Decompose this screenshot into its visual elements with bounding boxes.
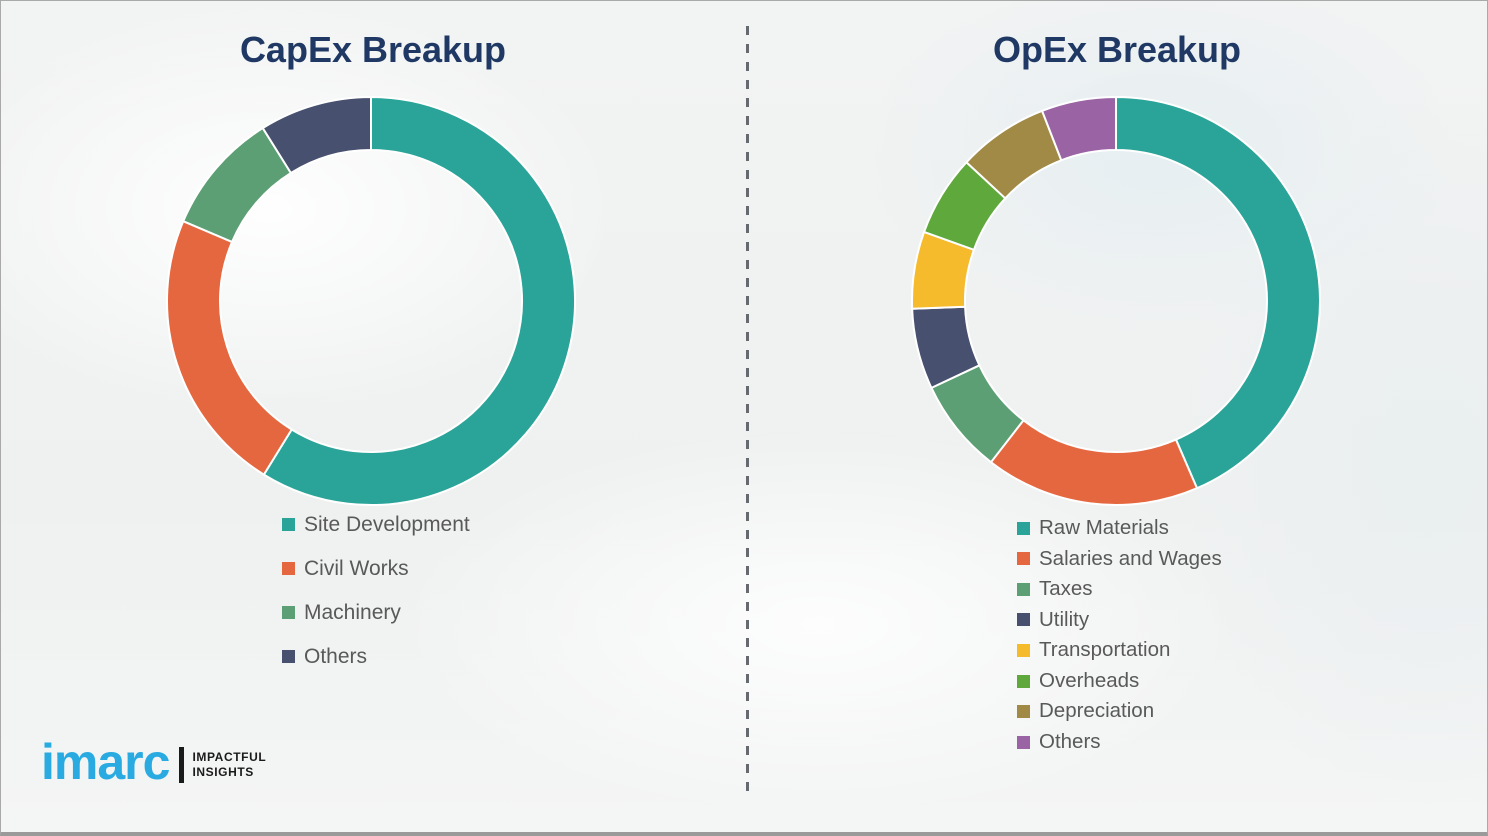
donut-segment-site-development bbox=[262, 96, 576, 506]
legend-swatch-raw-materials bbox=[1017, 521, 1030, 535]
capex-legend: Site Development Civil Works Machinery Othe… bbox=[282, 513, 470, 668]
legend-swatch-overheads bbox=[1017, 674, 1030, 688]
legend-label: Site Development bbox=[304, 513, 470, 536]
dashed-divider bbox=[746, 26, 749, 792]
capex-donut-svg bbox=[166, 96, 576, 506]
legend-swatch-others bbox=[1017, 735, 1030, 749]
legend-label: Transportation bbox=[1039, 638, 1171, 662]
legend-item-machinery: Machinery bbox=[282, 601, 470, 624]
legend-label: Others bbox=[1039, 729, 1101, 753]
opex-panel: OpEx Breakup Raw Materials Salaries and W… bbox=[745, 1, 1487, 832]
legend-item-civil-works: Civil Works bbox=[282, 557, 470, 580]
legend-label: Others bbox=[304, 645, 368, 669]
legend-swatch-depreciation bbox=[1017, 705, 1030, 719]
imarc-logo-tagline: IMPACTFUL INSIGHTS bbox=[192, 750, 266, 780]
legend-label: Machinery bbox=[304, 601, 401, 625]
legend-label: Depreciation bbox=[1039, 699, 1155, 723]
legend-swatch-machinery bbox=[282, 606, 295, 620]
donut-segment-salaries-and-wages bbox=[989, 419, 1199, 506]
legend-item-raw-materials: Raw Materials bbox=[1017, 516, 1222, 540]
imarc-tagline-line1: IMPACTFUL bbox=[192, 750, 267, 764]
imarc-logo: imarc IMPACTFUL INSIGHTS bbox=[41, 737, 266, 787]
legend-item-others: Others bbox=[282, 645, 470, 668]
legend-label: Overheads bbox=[1039, 668, 1140, 692]
legend-swatch-others bbox=[282, 650, 295, 664]
capex-donut-chart bbox=[165, 95, 577, 507]
opex-donut-chart bbox=[910, 95, 1322, 507]
legend-item-transportation: Transportation bbox=[1017, 639, 1222, 662]
donut-segment-others bbox=[1041, 96, 1117, 162]
legend-item-depreciation: Depreciation bbox=[1017, 700, 1222, 723]
legend-item-others: Others bbox=[1017, 729, 1222, 754]
imarc-logo-divider-bar bbox=[179, 747, 185, 783]
imarc-tagline-line2: INSIGHTS bbox=[192, 765, 254, 779]
legend-item-salaries-and-wages: Salaries and Wages bbox=[1017, 546, 1222, 571]
legend-swatch-civil-works bbox=[282, 562, 295, 576]
opex-legend: Raw Materials Salaries and Wages Taxes Util… bbox=[1017, 516, 1222, 754]
legend-swatch-utility bbox=[1017, 613, 1030, 627]
donut-segment-civil-works bbox=[166, 220, 293, 476]
opex-title: OpEx Breakup bbox=[992, 29, 1242, 70]
legend-label: Taxes bbox=[1039, 577, 1093, 601]
legend-item-taxes: Taxes bbox=[1017, 578, 1222, 601]
opex-donut-svg bbox=[911, 96, 1321, 506]
legend-item-site-development: Site Development bbox=[282, 513, 470, 536]
legend-swatch-site-development bbox=[282, 518, 295, 532]
legend-label: Civil Works bbox=[304, 557, 409, 581]
legend-item-utility: Utility bbox=[1017, 607, 1222, 632]
legend-item-overheads: Overheads bbox=[1017, 668, 1222, 693]
legend-swatch-taxes bbox=[1017, 582, 1030, 596]
legend-label: Raw Materials bbox=[1039, 516, 1169, 539]
capex-title: CapEx Breakup bbox=[239, 29, 507, 70]
legend-label: Salaries and Wages bbox=[1039, 546, 1222, 570]
donut-segment-others bbox=[261, 96, 372, 175]
legend-label: Utility bbox=[1039, 607, 1090, 631]
legend-swatch-salaries-and-wages bbox=[1017, 552, 1030, 566]
donut-segment-raw-materials bbox=[1115, 96, 1321, 490]
legend-swatch-transportation bbox=[1017, 643, 1030, 657]
imarc-logo-wordmark: imarc bbox=[41, 734, 170, 790]
capex-panel: CapEx Breakup Site Development Civil Work… bbox=[1, 1, 745, 832]
